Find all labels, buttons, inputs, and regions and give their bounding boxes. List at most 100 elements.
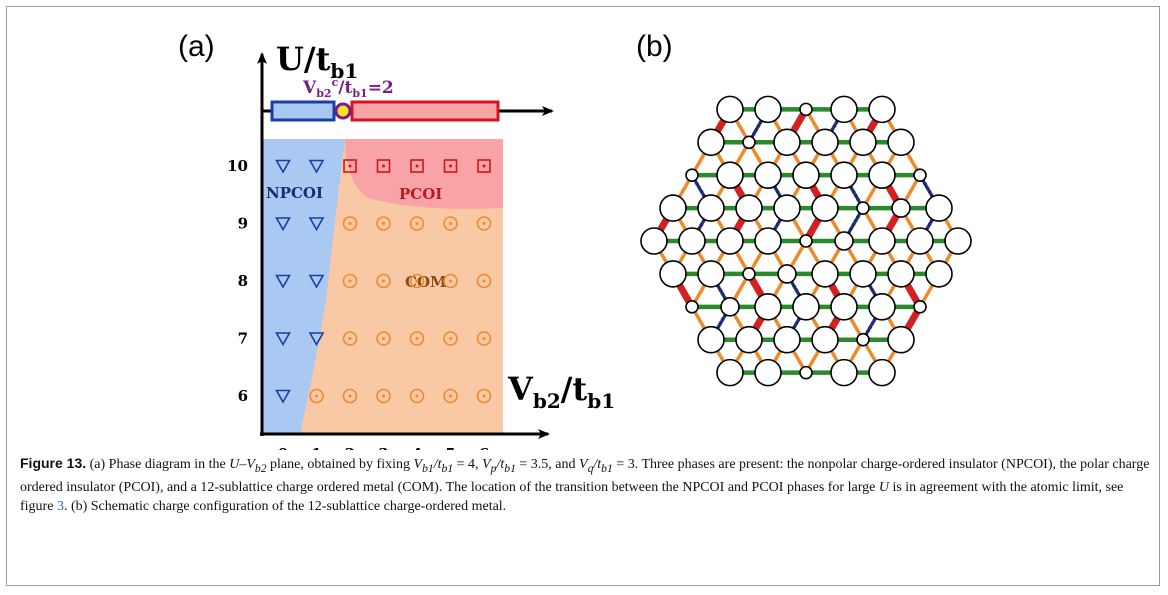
pcoi-label: PCOI — [399, 185, 442, 203]
npcoi-point — [308, 274, 325, 289]
lattice-site — [830, 293, 858, 321]
lattice-site — [716, 161, 744, 189]
npcoi-point — [308, 217, 325, 232]
x-axis-label: Vb2/tb1 — [507, 370, 615, 413]
com-point — [376, 273, 391, 289]
y-tick-label: 6 — [238, 387, 248, 405]
npcoi-point — [275, 389, 291, 404]
npcoi-point — [275, 159, 291, 174]
lattice-site — [716, 227, 744, 255]
npcoi-point — [275, 274, 291, 289]
com-point — [476, 388, 492, 404]
lattice-site — [811, 260, 839, 288]
com-point — [409, 331, 425, 346]
lattice-site — [697, 260, 725, 288]
lattice-site — [830, 95, 858, 124]
pcoi-point — [443, 159, 458, 173]
com-point — [376, 216, 391, 231]
data-markers — [275, 159, 492, 404]
com-point — [443, 273, 458, 289]
lattice-site — [849, 260, 877, 288]
lattice-site — [906, 227, 934, 255]
lattice-site — [868, 358, 896, 387]
lattice-site — [777, 264, 797, 284]
com-point — [443, 216, 458, 231]
x-tick-label: 1 — [311, 445, 321, 450]
phase-regions — [262, 139, 503, 434]
lattice — [640, 95, 972, 387]
lattice-site — [856, 332, 870, 347]
lattice-site — [678, 227, 706, 255]
lattice-site — [868, 227, 896, 255]
com-point — [409, 273, 425, 289]
lattice-site — [742, 135, 756, 150]
lattice-site — [716, 358, 744, 387]
lattice-site — [913, 300, 927, 314]
x-tick-label: 0 — [278, 445, 288, 450]
pcoi-point — [376, 159, 391, 173]
pcoi-point — [343, 159, 357, 173]
phase-diagram: (a) Vb2c/tb1=2 U/tb1 Vb2/tb1 NPCOI PCOI … — [178, 30, 615, 450]
atomic-limit-bar: Vb2c/tb1=2 — [262, 76, 554, 122]
com-point — [409, 388, 425, 404]
com-point — [342, 388, 358, 404]
y-tick-label: 8 — [238, 272, 248, 290]
y-axis-label: U/tb1 — [276, 40, 358, 83]
com-point — [376, 388, 391, 404]
lattice-site — [856, 201, 870, 215]
lattice-site — [799, 365, 813, 380]
npcoi-label: NPCOI — [266, 184, 323, 202]
npcoi-region — [262, 139, 345, 434]
lattice-site — [754, 95, 782, 124]
lattice-site — [735, 325, 763, 354]
figure-caption: Figure 13. (a) Phase diagram in the U–Vb… — [20, 455, 1150, 514]
lattice-site — [640, 227, 668, 255]
com-point — [476, 273, 492, 289]
lattice-site — [830, 161, 858, 189]
lattice-site — [659, 194, 687, 222]
pcoi-point — [477, 159, 491, 173]
figure-link[interactable]: 3 — [56, 498, 64, 514]
lattice-site — [792, 161, 820, 189]
lattice-site — [685, 300, 699, 314]
lattice-site — [697, 194, 725, 222]
lattice-site — [944, 227, 972, 255]
critical-point-label: Vb2c/tb1=2 — [302, 76, 394, 100]
lattice-site — [799, 102, 813, 117]
lattice-site — [754, 161, 782, 189]
com-point — [409, 216, 425, 231]
x-tick-label: 6 — [479, 445, 489, 450]
com-point — [443, 331, 458, 346]
npcoi-bar — [270, 100, 336, 122]
figure-frame — [6, 6, 1160, 586]
lattice-site — [799, 234, 813, 248]
sites — [640, 95, 972, 387]
npcoi-point — [308, 159, 325, 174]
lattice-site — [754, 227, 782, 255]
lattice-site — [735, 194, 763, 222]
lattice-site — [811, 194, 839, 222]
com-point — [476, 216, 492, 231]
lattice-site — [925, 194, 953, 222]
critical-point — [334, 102, 352, 120]
pcoi-point — [410, 159, 424, 173]
com-point — [376, 331, 391, 346]
lattice-site — [754, 293, 782, 321]
caption-label: Figure 13. — [20, 455, 87, 471]
lattice-site — [830, 358, 858, 387]
panel-a-label: (a) — [178, 30, 215, 63]
npcoi-point — [275, 217, 291, 232]
lattice-site — [887, 260, 915, 288]
lattice-site — [811, 325, 839, 354]
com-point — [443, 388, 458, 404]
lattice-site — [773, 325, 801, 354]
com-point — [342, 273, 358, 289]
lattice-site — [868, 293, 896, 321]
lattice-site — [697, 128, 725, 157]
lattice-site — [716, 95, 744, 124]
x-tick-label: 4 — [412, 445, 422, 450]
x-tick-label: 3 — [378, 445, 388, 450]
y-tick-label: 9 — [238, 215, 248, 233]
lattice-site — [811, 128, 839, 157]
x-tick-labels: 0 1 2 3 4 5 6 — [278, 445, 489, 450]
